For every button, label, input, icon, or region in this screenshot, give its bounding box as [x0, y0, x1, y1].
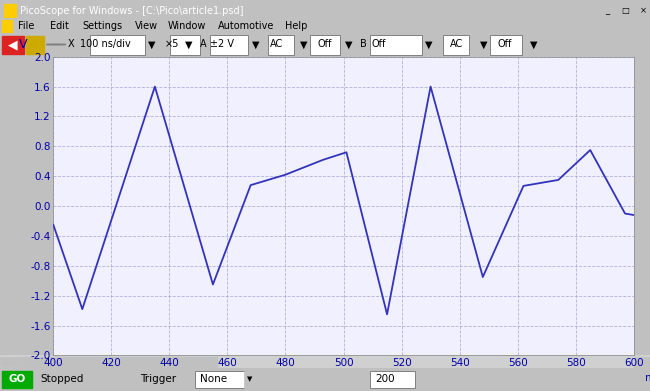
Text: X: X	[68, 39, 75, 50]
Text: _: _	[605, 6, 609, 15]
Text: ▼: ▼	[252, 39, 259, 50]
Bar	[510, 371, 524, 388]
Text: ▼: ▼	[480, 39, 488, 50]
Text: ×5: ×5	[165, 39, 179, 50]
Bar	[2, 36, 24, 54]
Bar	[610, 19, 624, 32]
Bar	[526, 371, 540, 388]
Text: View: View	[135, 21, 158, 31]
Text: Off: Off	[498, 39, 512, 50]
Bar	[458, 371, 472, 388]
Text: ns: ns	[645, 373, 650, 383]
Bar	[434, 371, 448, 388]
Bar	[4, 4, 16, 17]
Text: None: None	[200, 374, 227, 384]
Bar	[634, 357, 650, 367]
Bar	[628, 19, 642, 32]
Text: AC: AC	[270, 39, 283, 50]
Text: GO: GO	[8, 374, 25, 384]
Bar	[596, 371, 610, 388]
Bar	[260, 371, 274, 388]
Text: Stopped: Stopped	[40, 374, 83, 384]
Bar	[0, 357, 16, 367]
FancyBboxPatch shape	[90, 35, 145, 55]
FancyBboxPatch shape	[490, 35, 522, 55]
Text: ▼: ▼	[425, 39, 432, 50]
Text: ×: ×	[640, 6, 647, 15]
Text: ±2 V: ±2 V	[210, 39, 234, 50]
Bar	[540, 371, 554, 388]
Bar	[580, 371, 594, 388]
Text: 200: 200	[375, 374, 395, 384]
Text: Help: Help	[285, 21, 307, 31]
Text: ▼: ▼	[247, 376, 253, 382]
Bar	[275, 371, 289, 388]
Bar	[26, 36, 44, 54]
Bar	[618, 4, 632, 18]
FancyBboxPatch shape	[370, 371, 415, 388]
Text: Automotive: Automotive	[218, 21, 274, 31]
FancyBboxPatch shape	[370, 35, 422, 55]
Text: □: □	[621, 6, 629, 15]
Text: ▼: ▼	[148, 39, 155, 50]
Text: Trigger: Trigger	[140, 374, 176, 384]
Circle shape	[46, 44, 66, 45]
FancyBboxPatch shape	[268, 35, 294, 55]
Text: V: V	[18, 38, 27, 51]
Text: Off: Off	[372, 39, 386, 50]
Text: File: File	[18, 21, 34, 31]
Text: ▼: ▼	[300, 39, 307, 50]
Bar	[418, 371, 432, 388]
Text: ◀: ◀	[8, 38, 18, 51]
FancyBboxPatch shape	[443, 35, 469, 55]
Bar	[2, 371, 32, 388]
Text: ▼: ▼	[345, 39, 352, 50]
Bar	[600, 4, 614, 18]
Text: B: B	[360, 39, 367, 50]
Text: 100 ns/div: 100 ns/div	[80, 39, 131, 50]
Bar	[2, 20, 12, 32]
Text: Settings: Settings	[82, 21, 122, 31]
Text: ▼: ▼	[185, 39, 192, 50]
FancyBboxPatch shape	[170, 35, 200, 55]
FancyBboxPatch shape	[195, 371, 245, 388]
Text: Off: Off	[318, 39, 332, 50]
Bar	[636, 4, 650, 18]
Text: Window: Window	[168, 21, 207, 31]
FancyBboxPatch shape	[310, 35, 340, 55]
Bar	[17, 357, 217, 367]
Text: ▼: ▼	[530, 39, 538, 50]
Text: Edit: Edit	[50, 21, 69, 31]
Text: AC: AC	[450, 39, 463, 50]
FancyBboxPatch shape	[210, 35, 248, 55]
Text: A: A	[200, 39, 207, 50]
Bar	[244, 371, 256, 388]
Text: PicoScope for Windows - [C:\Pico\article1.psd]: PicoScope for Windows - [C:\Pico\article…	[20, 5, 244, 16]
